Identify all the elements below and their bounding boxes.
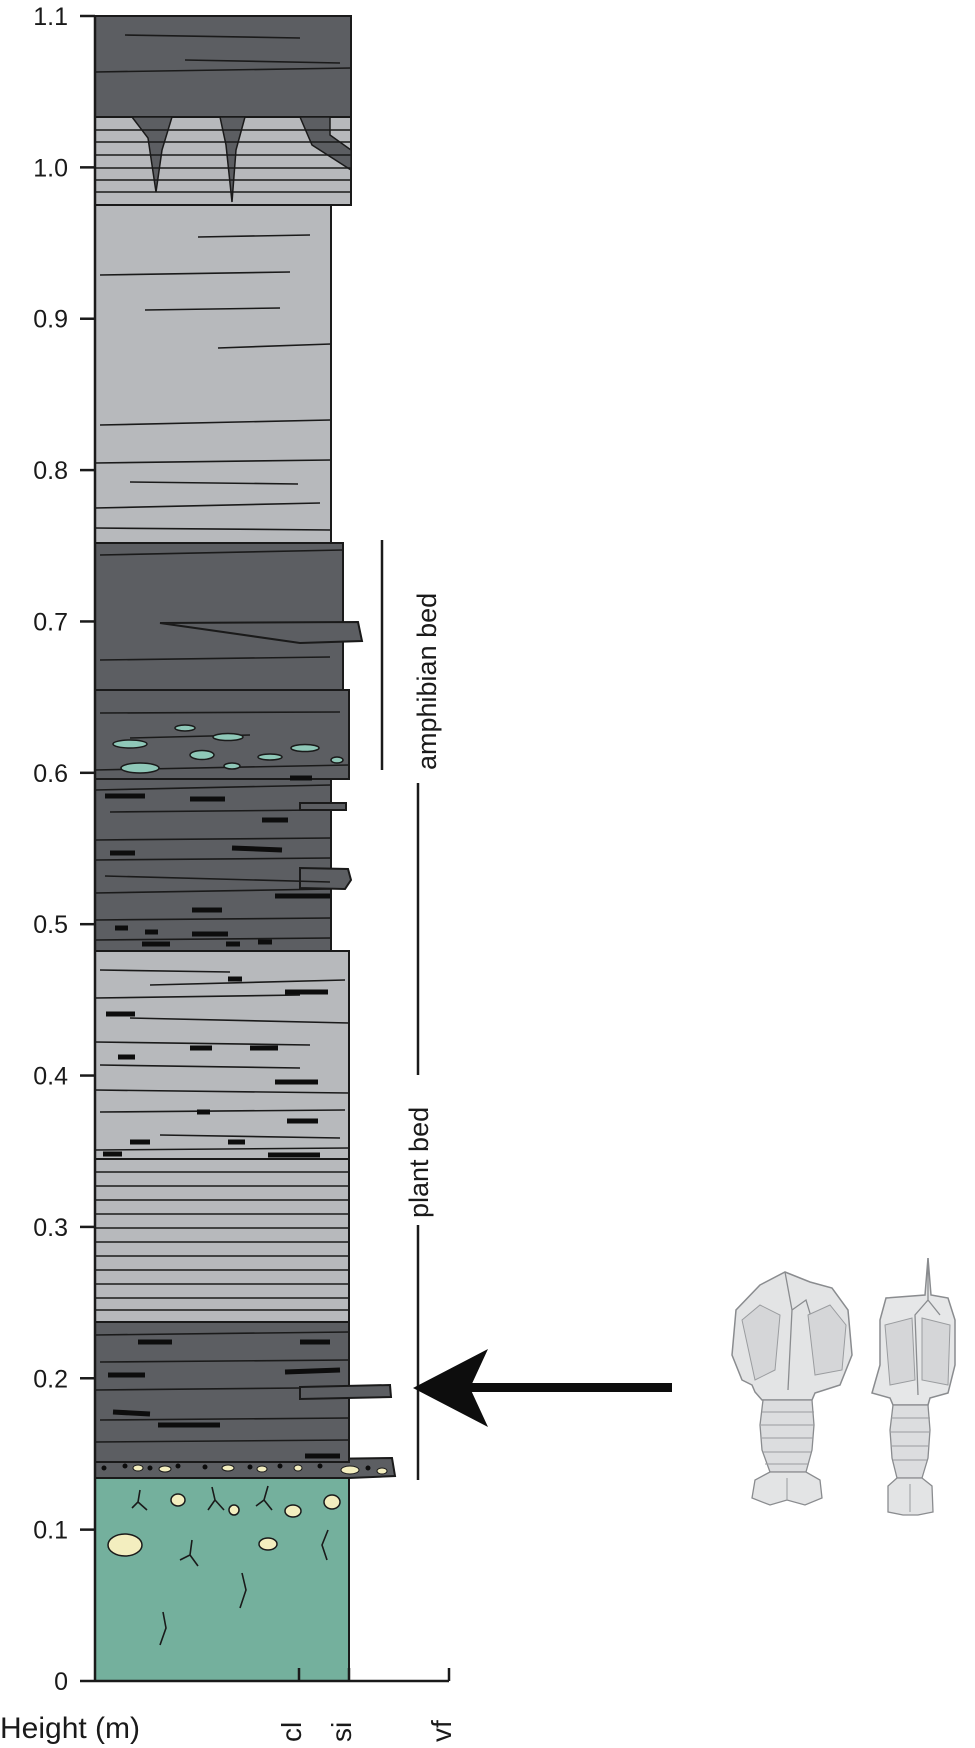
height-tick-label: 0.4 (33, 1063, 68, 1091)
lag-clasts (101, 1463, 388, 1475)
green-lenses (112, 724, 344, 774)
height-axis: 0 0.1 0.2 0.3 0.4 0.5 0.6 0.7 0.8 0.9 1.0 1.1 (33, 3, 97, 1696)
height-tick-label: 1.1 (33, 3, 68, 31)
unit-dark-shale-middle-ledge-2 (299, 802, 347, 811)
height-tick-label: 0.8 (33, 457, 68, 485)
plant-bed-marker: plant bed (404, 783, 434, 1480)
height-tick-label: 0.3 (33, 1214, 68, 1242)
unit-dark-shale-middle-ledge (299, 866, 353, 891)
grain-size-axis: cl si vf (95, 1668, 457, 1742)
unit-dark-shale-lens (299, 1383, 393, 1401)
plant-fragments (103, 775, 341, 1459)
height-tick-label: 0.1 (33, 1517, 68, 1545)
grain-label-silt: si (326, 1722, 357, 1742)
amphibian-bed-label: amphibian bed (412, 593, 442, 770)
unit-dark-shale-upper (94, 542, 344, 691)
plant-bed-label: plant bed (404, 1107, 434, 1218)
height-tick-label: 0.9 (33, 306, 68, 334)
height-tick-label: 0.7 (33, 608, 68, 636)
fossil-arthropod-illustrations (731, 1257, 956, 1516)
fossil-specimen-left (731, 1271, 853, 1506)
height-tick-label: 0.5 (33, 911, 68, 939)
unit-dark-shale-middle (94, 778, 332, 952)
unit-grey-siltstone (94, 950, 350, 1160)
paleosol-nodules (107, 1493, 341, 1557)
unit-grey-mudstone (94, 204, 332, 544)
root-traces (131, 1485, 329, 1646)
stratigraphic-column (94, 15, 397, 1682)
unit-dark-cap (94, 15, 352, 118)
height-tick-label: 0 (54, 1668, 68, 1696)
unit-paleosol (94, 1477, 350, 1682)
height-tick-label: 0.2 (33, 1365, 68, 1393)
grain-label-clay: cl (276, 1722, 307, 1742)
height-tick-label: 1.0 (33, 154, 68, 182)
height-tick-label: 0.6 (33, 760, 68, 788)
crack-fill-2 (219, 116, 246, 203)
height-axis-title: Height (m) (0, 1712, 140, 1745)
amphibian-bed-marker: amphibian bed (380, 540, 442, 770)
arrow-left-icon (413, 1349, 672, 1427)
fossil-specimen-right (871, 1257, 956, 1516)
grain-label-very-fine-sand: vf (426, 1720, 457, 1742)
unit-dark-shale-upper-ledge (159, 620, 364, 645)
